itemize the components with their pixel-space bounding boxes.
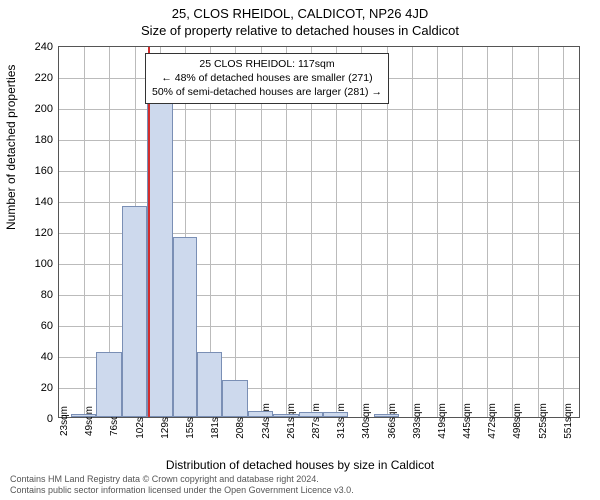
y-tick-label: 180 — [35, 134, 53, 146]
x-tick-label: 234sqm — [261, 403, 272, 439]
x-tick-label: 472sqm — [487, 403, 498, 439]
gridline-vertical — [538, 47, 539, 417]
page-subtitle: Size of property relative to detached ho… — [0, 21, 600, 38]
gridline-vertical — [563, 47, 564, 417]
histogram-bar — [323, 412, 348, 417]
x-axis-label: Distribution of detached houses by size … — [0, 458, 600, 472]
x-tick-label: 498sqm — [512, 403, 523, 439]
histogram-bar — [173, 237, 198, 417]
x-tick-label: 261sqm — [286, 403, 297, 439]
x-tick-label: 49sqm — [84, 406, 95, 436]
x-tick-label: 287sqm — [311, 403, 322, 439]
y-tick-label: 200 — [35, 103, 53, 115]
histogram-bar — [273, 414, 299, 417]
histogram-bar — [122, 206, 147, 417]
histogram-bar — [147, 101, 173, 417]
footer-attribution: Contains HM Land Registry data © Crown c… — [10, 474, 354, 496]
y-tick-label: 160 — [35, 165, 53, 177]
y-tick-label: 80 — [41, 289, 53, 301]
gridline-horizontal — [59, 171, 579, 172]
histogram-bar — [299, 412, 324, 417]
gridline-vertical — [84, 47, 85, 417]
y-tick-label: 240 — [35, 41, 53, 53]
gridline-vertical — [462, 47, 463, 417]
gridline-horizontal — [59, 109, 579, 110]
y-tick-label: 120 — [35, 227, 53, 239]
gridline-vertical — [412, 47, 413, 417]
y-tick-label: 40 — [41, 351, 53, 363]
x-tick-label: 445sqm — [462, 403, 473, 439]
annotation-line-1: 25 CLOS RHEIDOL: 117sqm — [152, 57, 382, 71]
x-tick-label: 419sqm — [437, 403, 448, 439]
histogram-bar — [71, 414, 96, 417]
histogram-bar — [197, 352, 222, 417]
histogram-bar — [248, 411, 273, 417]
y-tick-label: 0 — [47, 413, 53, 425]
footer-line-2: Contains public sector information licen… — [10, 485, 354, 496]
x-tick-label: 366sqm — [387, 403, 398, 439]
gridline-vertical — [487, 47, 488, 417]
gridline-vertical — [437, 47, 438, 417]
footer-line-1: Contains HM Land Registry data © Crown c… — [10, 474, 354, 485]
y-tick-label: 140 — [35, 196, 53, 208]
gridline-horizontal — [59, 140, 579, 141]
x-tick-label: 340sqm — [361, 403, 372, 439]
y-axis-label: Number of detached properties — [4, 65, 18, 230]
y-tick-label: 100 — [35, 258, 53, 270]
y-tick-label: 220 — [35, 72, 53, 84]
histogram-chart: 02040608010012014016018020022024023sqm49… — [58, 46, 580, 418]
histogram-bar — [374, 414, 399, 417]
histogram-bar — [96, 352, 122, 417]
page-title: 25, CLOS RHEIDOL, CALDICOT, NP26 4JD — [0, 0, 600, 21]
x-tick-label: 393sqm — [412, 403, 423, 439]
annotation-line-3: 50% of semi-detached houses are larger (… — [152, 85, 382, 99]
x-tick-label: 313sqm — [336, 403, 347, 439]
annotation-line-2: ← 48% of detached houses are smaller (27… — [152, 71, 382, 85]
x-tick-label: 23sqm — [59, 406, 70, 436]
histogram-bar — [222, 380, 248, 417]
x-tick-label: 551sqm — [563, 403, 574, 439]
y-tick-label: 60 — [41, 320, 53, 332]
annotation-box: 25 CLOS RHEIDOL: 117sqm ← 48% of detache… — [145, 53, 389, 104]
gridline-horizontal — [59, 202, 579, 203]
gridline-vertical — [512, 47, 513, 417]
x-tick-label: 525sqm — [538, 403, 549, 439]
y-tick-label: 20 — [41, 382, 53, 394]
